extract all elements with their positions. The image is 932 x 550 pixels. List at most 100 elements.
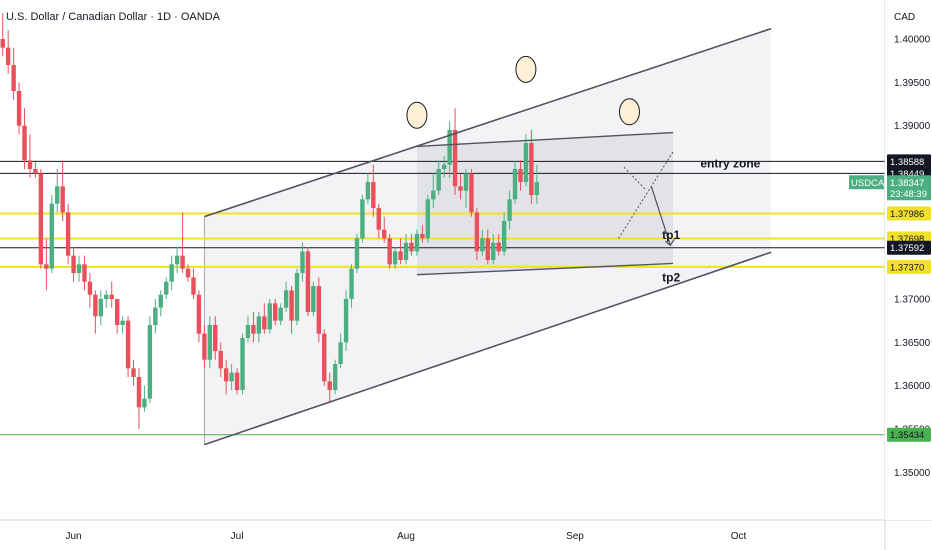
candle-body — [60, 186, 65, 213]
candle — [196, 290, 202, 343]
candle — [207, 316, 213, 369]
candle-body — [349, 268, 354, 299]
candle — [354, 234, 360, 273]
candle-body — [398, 251, 403, 260]
time-tick-Jun: Jun — [66, 531, 82, 542]
candle-body — [485, 238, 490, 260]
candle-body — [38, 173, 44, 265]
candle-body — [218, 351, 223, 369]
candle-body — [480, 238, 485, 252]
candle — [376, 203, 381, 239]
candle — [114, 299, 120, 334]
price-tag-1.35434 — [887, 427, 931, 442]
candle-body — [403, 242, 409, 260]
candle — [273, 299, 278, 325]
candle — [458, 173, 463, 200]
candle — [278, 303, 283, 325]
candle — [109, 281, 114, 308]
candle-body — [262, 316, 267, 330]
candle-body — [283, 290, 289, 308]
candle-body — [294, 273, 300, 321]
candle-body — [213, 325, 218, 351]
price-tick-label: 1.36500 — [894, 338, 931, 349]
candle — [125, 316, 131, 377]
candle — [147, 316, 153, 403]
candle-body — [136, 377, 142, 408]
candle-body — [245, 325, 251, 338]
candle — [534, 164, 540, 204]
candle-body — [382, 229, 387, 239]
candle-body — [16, 91, 22, 126]
candle-body — [158, 294, 163, 308]
candle-body — [98, 299, 104, 317]
price-axis[interactable]: 1.350001.355001.360001.365001.370001.390… — [885, 0, 932, 520]
candle-body — [131, 368, 136, 377]
candle-body — [22, 125, 27, 161]
candle-body — [387, 238, 392, 265]
candle-body — [27, 160, 33, 169]
candle — [240, 333, 245, 395]
candle — [142, 385, 147, 412]
time-axis[interactable]: Jun Jul Aug Sep Oct — [66, 531, 747, 542]
candle — [256, 312, 262, 343]
candle-body — [507, 199, 512, 221]
candle — [469, 169, 474, 217]
candle-body — [365, 182, 371, 200]
candle — [191, 268, 196, 299]
candle — [245, 316, 251, 343]
candle — [420, 225, 425, 243]
candle-body — [447, 130, 452, 165]
candle — [327, 372, 332, 403]
chart-title: U.S. Dollar / Canadian Dollar · 1D · OAN… — [6, 11, 221, 23]
candle-body — [109, 294, 114, 299]
price-tick-label: 1.40000 — [894, 35, 931, 46]
candle — [523, 134, 529, 187]
down-arrow-head — [664, 238, 675, 247]
candle-body — [452, 130, 458, 187]
candle — [218, 342, 223, 377]
candle — [452, 108, 458, 195]
candle — [55, 169, 60, 213]
candle — [104, 290, 109, 308]
candle-body — [76, 264, 82, 273]
candle-body — [196, 294, 202, 334]
candle-body — [305, 251, 311, 312]
candle — [164, 277, 169, 299]
candle — [332, 359, 338, 395]
candle-body — [529, 143, 534, 195]
candle — [49, 195, 54, 273]
candle-body — [458, 186, 463, 191]
candle-body — [343, 299, 349, 343]
candle-body — [164, 281, 169, 295]
candle — [38, 169, 44, 269]
candle-body — [104, 294, 109, 299]
candle-body — [191, 277, 196, 295]
candle — [289, 286, 294, 334]
candle-body — [332, 364, 338, 390]
candle — [518, 160, 523, 191]
candle-body — [425, 199, 431, 239]
candle-body — [431, 190, 436, 200]
time-tick-Jul: Jul — [231, 531, 244, 542]
candle — [491, 234, 496, 265]
last-price-tag — [887, 175, 931, 201]
candle-body — [491, 242, 496, 260]
candle-body — [93, 294, 98, 317]
candle-body — [278, 307, 283, 321]
candle — [474, 208, 480, 260]
candle — [512, 160, 518, 204]
candle-body — [180, 255, 185, 269]
candle — [414, 229, 420, 256]
candle — [223, 359, 229, 395]
candle-body — [496, 242, 501, 252]
candle-body — [114, 299, 120, 325]
time-tick-Sep: Sep — [566, 531, 584, 542]
candle-body — [11, 65, 16, 91]
candle-body — [82, 264, 87, 282]
symbol-label: USDCAD — [851, 178, 891, 189]
time-tick-Oct: Oct — [731, 531, 747, 542]
candle-body — [371, 182, 376, 208]
candle-body — [71, 255, 76, 273]
dotted-path-2 — [618, 151, 674, 239]
